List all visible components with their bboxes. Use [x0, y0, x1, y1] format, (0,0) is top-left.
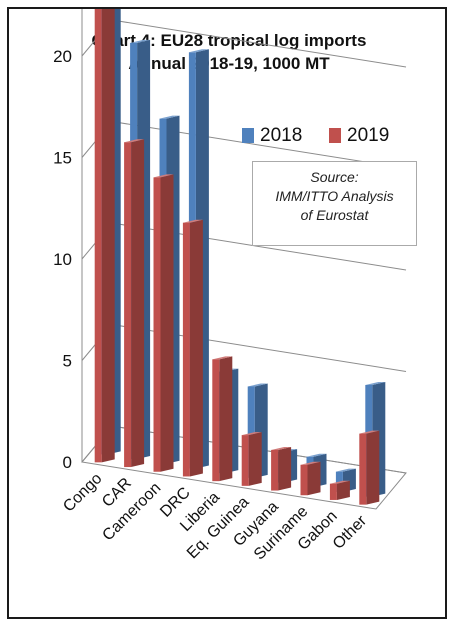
bar-2019-top — [271, 446, 292, 450]
bar-2019-side — [307, 461, 321, 496]
bar-2019-top — [241, 432, 262, 436]
bar-2019-top — [153, 174, 174, 178]
bar-2018-top — [247, 383, 268, 387]
bar-2018-top — [335, 468, 356, 472]
bar-2019 — [241, 435, 249, 486]
y-tick-label: 10 — [53, 250, 72, 269]
bar-chart: 05101520253035CongoCARCameroonDRCLiberia… — [53, 9, 407, 563]
bar-2019 — [212, 359, 220, 482]
bar-2019 — [182, 222, 190, 477]
source-line-1: Source: — [310, 169, 359, 185]
legend-swatch-2019 — [329, 128, 341, 143]
bar-2019 — [329, 483, 337, 500]
bar-2019-side — [248, 432, 262, 486]
bar-2018-top — [188, 49, 209, 53]
bar-2018-top — [306, 453, 327, 457]
bar-2019-side — [131, 139, 145, 468]
bar-2019-side — [278, 446, 292, 491]
bar-2018-top — [365, 382, 386, 385]
legend-label-2018: 2018 — [260, 125, 303, 146]
legend-item-2018: 2018 — [242, 125, 302, 147]
chart-title: Chart 4: EU28 tropical log imports — [91, 31, 367, 50]
legend-swatch-2018 — [242, 128, 254, 143]
bar-2019-side — [189, 219, 203, 477]
chart-subtitle: Annual 2018-19, 1000 MT — [128, 54, 330, 73]
bar-2018-top — [130, 39, 151, 43]
source-line-3: of Eurostat — [300, 207, 369, 223]
bar-2019 — [359, 433, 367, 505]
bar-2019 — [94, 9, 102, 463]
y-tick-label: 15 — [53, 149, 72, 168]
bar-2019-top — [212, 356, 233, 360]
bar-2019-side — [219, 356, 233, 482]
bar-2018 — [247, 386, 255, 478]
bar-2019 — [300, 464, 308, 496]
gridline — [111, 19, 407, 68]
bar-2019 — [271, 449, 279, 491]
legend-label-2019: 2019 — [347, 125, 390, 146]
x-tick-label: Congo — [60, 470, 105, 515]
bar-2019-side — [366, 430, 380, 505]
bar-2019-top — [182, 219, 203, 223]
chart-frame: Chart 4: EU28 tropical log imports Annua… — [7, 7, 447, 619]
source-note: Source: IMM/ITTO Analysis of Eurostat — [252, 161, 417, 246]
bar-2019-side — [160, 174, 174, 472]
y-tick-label: 0 — [63, 453, 72, 472]
bar-2019-top — [359, 430, 380, 434]
y-tick-label: 5 — [63, 352, 72, 371]
bar-2019 — [124, 142, 132, 468]
bar-2019-top — [300, 461, 321, 465]
bar-2019 — [153, 177, 161, 472]
y-tick-label: 20 — [53, 47, 72, 66]
legend-item-2019: 2019 — [329, 125, 389, 147]
bar-2018-top — [159, 115, 180, 119]
bar-2019-top — [329, 480, 350, 484]
bar-2019-side — [336, 480, 350, 500]
bar-2019-side — [101, 9, 115, 463]
source-line-2: IMM/ITTO Analysis — [275, 188, 394, 204]
bar-2019-top — [124, 139, 145, 143]
